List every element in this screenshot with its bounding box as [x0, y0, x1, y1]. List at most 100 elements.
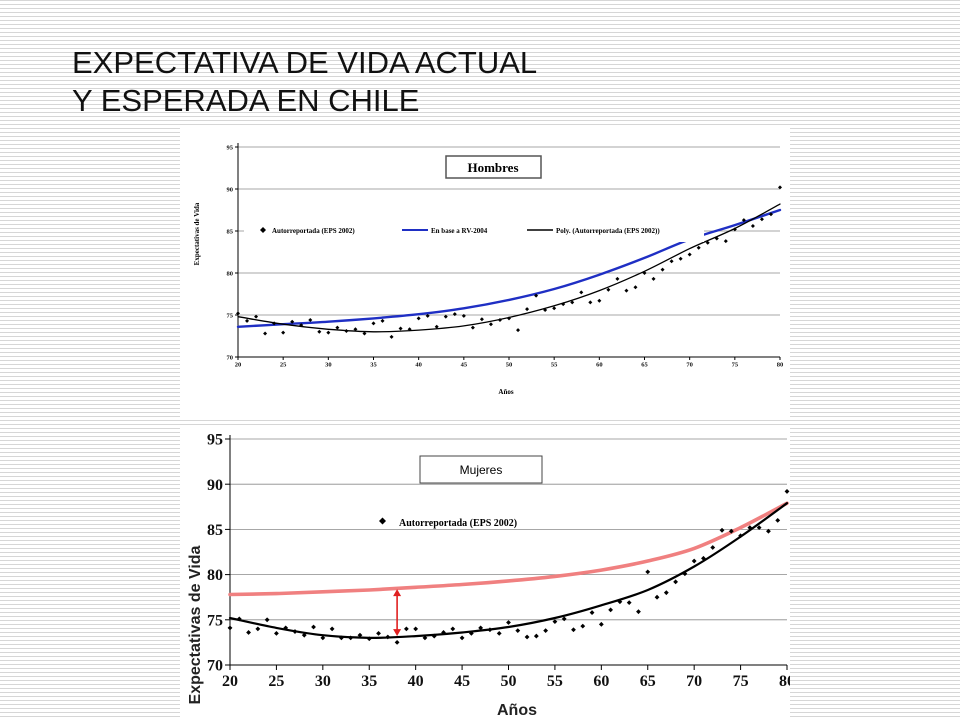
- legend-label-autorreportada: Autorreportada (EPS 2002): [399, 518, 517, 529]
- data-point: [246, 630, 251, 635]
- legend-marker-diamond: [260, 227, 266, 233]
- x-tick-label: 55: [551, 362, 558, 369]
- y-tick-label: 80: [227, 270, 234, 277]
- data-point: [227, 625, 233, 631]
- x-tick-label: 25: [280, 362, 287, 369]
- data-point: [236, 311, 240, 316]
- series-points: [227, 489, 790, 645]
- data-point: [478, 625, 484, 631]
- data-point: [651, 276, 656, 281]
- data-point: [461, 313, 466, 318]
- data-point: [507, 316, 511, 321]
- slide-title-line-1: EXPECTATIVA DE VIDA ACTUAL: [72, 45, 538, 80]
- y-tick-label: 75: [227, 312, 234, 319]
- data-point: [506, 620, 511, 625]
- x-tick-label: 75: [732, 362, 739, 369]
- data-point: [431, 633, 437, 639]
- slide-title-line-2: Y ESPERADA EN CHILE: [72, 83, 420, 118]
- x-tick-label: 65: [640, 673, 656, 690]
- data-point: [443, 314, 448, 319]
- data-point: [741, 218, 746, 223]
- data-point: [425, 313, 430, 318]
- data-point: [488, 322, 493, 327]
- data-point: [598, 621, 604, 627]
- axes: [235, 143, 781, 360]
- legend-marker-diamond: [379, 517, 386, 525]
- y-tick-labels: 70 75 80 85 90 95: [207, 432, 223, 675]
- data-point: [398, 326, 403, 331]
- data-point: [301, 632, 307, 638]
- data-point: [759, 217, 764, 222]
- x-tick-labels: 20 25 30 35 40 45 50 55 60 65 70 75 80: [235, 362, 784, 369]
- data-point: [357, 632, 363, 638]
- slide-title: EXPECTATIVA DE VIDA ACTUAL Y ESPERADA EN…: [72, 44, 772, 120]
- data-point: [732, 227, 737, 232]
- data-point: [434, 324, 439, 329]
- legend-label-autorreportada: Autorreportada (EPS 2002): [272, 227, 355, 235]
- data-point: [705, 240, 710, 245]
- series-lines: [228, 501, 789, 640]
- data-point: [571, 627, 576, 633]
- data-point: [588, 300, 593, 305]
- data-point: [710, 545, 716, 550]
- legend-label-rv2004: En base a RV-2004: [431, 227, 488, 235]
- data-point: [534, 293, 539, 298]
- data-point: [245, 318, 250, 323]
- data-point: [678, 256, 683, 261]
- data-point: [283, 625, 289, 631]
- data-point: [636, 609, 641, 615]
- data-point: [254, 314, 259, 319]
- chart-mujeres-panel: Mujeres Autorreportada (EPS 2002) 70 75 80…: [180, 425, 790, 720]
- data-point: [775, 517, 781, 523]
- data-point: [441, 630, 446, 635]
- y-tick-label: 90: [227, 186, 234, 193]
- legend: Autorreportada (EPS 2002): [379, 517, 517, 529]
- data-point: [317, 329, 322, 334]
- data-point: [380, 318, 385, 323]
- data-point: [687, 252, 692, 257]
- x-tick-label: 45: [454, 673, 470, 690]
- data-point: [385, 634, 391, 640]
- data-point: [597, 298, 602, 303]
- data-point: [468, 630, 474, 636]
- data-point: [579, 290, 584, 295]
- data-point: [516, 328, 521, 333]
- data-point: [311, 624, 316, 630]
- data-point: [329, 626, 335, 632]
- data-point: [525, 307, 530, 312]
- x-tick-label: 75: [733, 673, 749, 690]
- chart-hombres-panel: 70 75 80 85 90 95 20 25 30 35 40 45 50 55 60 65 70 75 80 …: [180, 126, 790, 418]
- data-point: [366, 636, 372, 642]
- data-point: [617, 599, 623, 605]
- data-point: [416, 316, 421, 321]
- data-point: [533, 633, 539, 639]
- data-point: [335, 325, 340, 330]
- data-point: [714, 236, 719, 241]
- panel-label-box: Mujeres: [419, 455, 543, 484]
- data-point: [452, 312, 457, 317]
- data-point: [606, 287, 611, 292]
- data-point: [673, 579, 678, 585]
- data-point: [728, 528, 734, 534]
- data-point: [552, 619, 558, 625]
- data-point: [326, 330, 331, 335]
- data-point: [524, 634, 530, 640]
- data-point: [413, 626, 419, 632]
- x-tick-label: 65: [641, 362, 648, 369]
- data-point: [479, 317, 484, 322]
- data-point: [281, 330, 286, 335]
- y-tick-label: 95: [207, 432, 223, 449]
- data-point: [608, 607, 614, 613]
- data-point: [344, 328, 349, 333]
- data-point: [496, 630, 502, 636]
- x-tick-label: 70: [686, 362, 693, 369]
- data-point: [642, 271, 647, 275]
- x-tick-label: 55: [547, 673, 563, 690]
- data-point: [348, 635, 354, 641]
- data-point: [497, 318, 502, 323]
- data-point: [308, 318, 313, 323]
- legend: Autorreportada (EPS 2002) En base a RV-2…: [244, 218, 704, 242]
- y-tick-label: 80: [207, 567, 223, 584]
- data-point: [784, 489, 790, 494]
